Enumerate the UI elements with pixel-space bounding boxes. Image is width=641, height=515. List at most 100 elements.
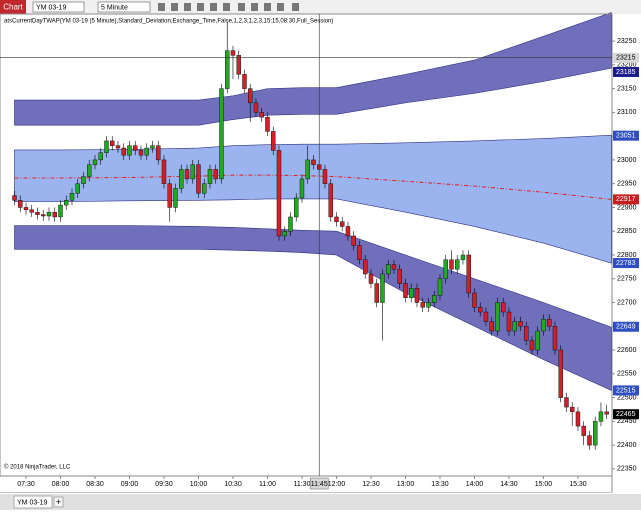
icon[interactable] [277, 3, 284, 11]
candle [432, 290, 437, 308]
candle [12, 190, 17, 206]
icon[interactable] [197, 3, 204, 11]
candle [512, 316, 517, 336]
y-tick-label: 22600 [617, 347, 637, 354]
x-tick-label: 12:30 [362, 481, 380, 488]
candle [282, 226, 287, 241]
candle-body [437, 278, 443, 296]
y-tick-label: 22950 [617, 181, 637, 188]
candle-body [156, 145, 161, 161]
candle-body [92, 159, 98, 165]
y-tick-label: 22800 [617, 252, 637, 259]
candle-body [87, 164, 92, 177]
crosshair-x-box [309, 477, 329, 490]
candle-body [363, 259, 368, 275]
candle-body [179, 169, 184, 189]
candle [156, 140, 161, 165]
candle-body [161, 159, 167, 184]
candle [288, 212, 293, 236]
copyright: © 2018 NinjaTrader, LLC [4, 464, 71, 471]
candle-body [397, 269, 402, 284]
candle [276, 145, 282, 241]
candle [265, 112, 270, 137]
candle-body [64, 200, 69, 206]
candle-body [426, 302, 431, 308]
x-tick-label: 10:00 [190, 481, 208, 488]
candle [41, 209, 46, 221]
candle [570, 402, 575, 427]
candle-body [340, 221, 345, 227]
add-tab[interactable] [53, 496, 64, 508]
price-marker-box [613, 385, 639, 396]
candle [460, 250, 466, 265]
icon[interactable] [184, 3, 191, 11]
candle [202, 178, 207, 198]
interval-label: 5 Minute [101, 4, 128, 11]
icon[interactable] [264, 3, 271, 11]
candle-body [587, 435, 592, 446]
price-marker-box [613, 66, 639, 77]
candle [271, 126, 276, 156]
candle-body [305, 159, 310, 180]
icon[interactable] [171, 3, 178, 11]
icon[interactable] [223, 3, 230, 11]
candle-body [75, 183, 80, 194]
price-marker: 23051 [616, 133, 636, 140]
candle [138, 145, 144, 160]
instrument-select[interactable] [32, 1, 85, 13]
candle-body [558, 349, 563, 398]
x-tick-label: 09:00 [121, 481, 139, 488]
candle-body [299, 178, 305, 199]
candle-body [202, 183, 207, 194]
candle [564, 392, 569, 412]
time-axis [0, 476, 612, 492]
icon[interactable] [251, 3, 258, 11]
candle-body [581, 425, 586, 436]
candle [190, 159, 195, 184]
candle [501, 297, 506, 317]
candle [98, 148, 103, 165]
candle [409, 283, 414, 303]
candle-body [265, 116, 270, 132]
price-marker-box [613, 194, 639, 205]
instrument-tab-label: YM 03-19 [17, 499, 47, 506]
candle [478, 302, 483, 317]
candle-body [391, 264, 397, 270]
candle-body [282, 231, 287, 237]
candle-body [115, 145, 121, 149]
price-marker: 22649 [616, 324, 636, 331]
candle [81, 171, 86, 189]
y-tick-label: 23100 [617, 109, 637, 116]
price-marker: 22465 [616, 411, 636, 418]
candle [242, 69, 247, 94]
candle [368, 269, 374, 289]
candle [23, 202, 29, 215]
candle [311, 155, 316, 170]
candle-body [575, 411, 581, 427]
candle [294, 193, 299, 222]
x-tick-label: 13:00 [397, 481, 415, 488]
candle-body [334, 216, 339, 222]
crosshair-y-label: 23215 [616, 55, 636, 62]
icon[interactable] [158, 3, 165, 11]
y-tick-label: 22500 [617, 394, 637, 401]
icon[interactable] [292, 3, 299, 11]
candle-body [41, 214, 46, 217]
instrument-tab[interactable] [13, 495, 53, 509]
add-tab-label: + [56, 497, 61, 507]
candle [403, 278, 408, 303]
candle [581, 421, 586, 446]
candle-body [52, 212, 57, 218]
candle [133, 140, 138, 156]
icon[interactable] [210, 3, 217, 11]
candle-body [466, 254, 471, 294]
candle-body [483, 311, 489, 322]
candle [506, 307, 512, 336]
interval-select[interactable] [97, 1, 151, 13]
chart-tab[interactable] [0, 0, 26, 14]
candle [466, 250, 471, 298]
icon[interactable] [238, 3, 245, 11]
candle-body [98, 152, 103, 161]
chart-tab-label: Chart [3, 3, 23, 12]
candle [219, 83, 224, 184]
